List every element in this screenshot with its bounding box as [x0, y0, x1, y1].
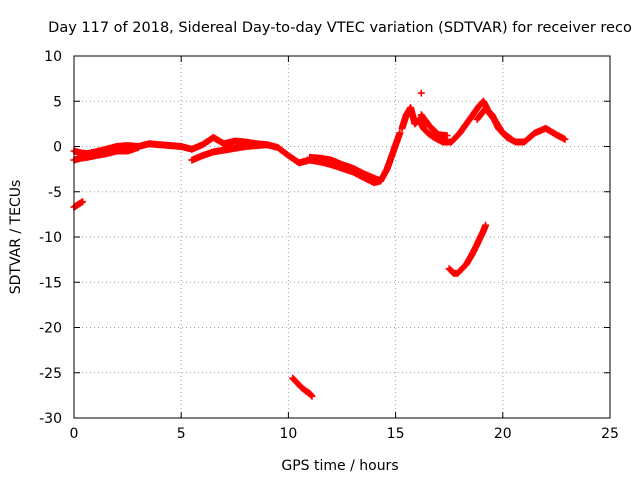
x-tick-label: 20: [494, 426, 512, 442]
data-segment: [417, 89, 425, 97]
data-point-markers: [188, 141, 271, 164]
data-segment: [417, 111, 451, 140]
data-segment: [188, 141, 271, 164]
axis-ticks: [73, 55, 611, 419]
data-point-markers: [445, 221, 490, 277]
data-point-markers: [417, 89, 425, 97]
y-tick-label: -25: [39, 366, 62, 382]
data-point-markers: [417, 111, 451, 140]
data-point-markers: [289, 374, 316, 400]
y-tick-label: 5: [53, 94, 62, 110]
data-segment: [306, 153, 385, 185]
data-segment: [70, 129, 404, 187]
tick-labels: 0 5 10 15 20 25 -30 -25 -20 -15 -10 -5 0 5 10: [39, 49, 619, 442]
x-tick-label: 5: [177, 426, 186, 442]
chart-title: Day 117 of 2018, Sidereal Day-to-day VTE…: [48, 20, 632, 36]
y-tick-label: -10: [39, 230, 62, 246]
y-tick-label: -30: [39, 411, 62, 427]
grid-lines: [74, 56, 610, 418]
data-points: [70, 89, 569, 400]
x-axis-label: GPS time / hours: [281, 458, 398, 474]
y-tick-label: -5: [48, 185, 62, 201]
data-segment: [445, 221, 490, 277]
y-tick-label: -15: [39, 275, 62, 291]
data-point-markers: [70, 198, 87, 211]
y-tick-label: 10: [44, 49, 62, 65]
x-tick-label: 15: [387, 426, 405, 442]
data-segment: [289, 374, 316, 400]
data-segment: [473, 105, 515, 143]
y-tick-label: -20: [39, 321, 62, 337]
data-segment: [70, 198, 87, 211]
y-axis-label: SDTVAR / TECUs: [8, 180, 24, 295]
data-point-markers: [306, 153, 385, 185]
y-tick-label: 0: [53, 140, 62, 156]
x-tick-label: 0: [70, 426, 79, 442]
data-point-markers: [473, 105, 515, 143]
data-point-markers: [70, 129, 404, 187]
x-tick-label: 25: [601, 426, 619, 442]
x-tick-label: 10: [279, 426, 297, 442]
